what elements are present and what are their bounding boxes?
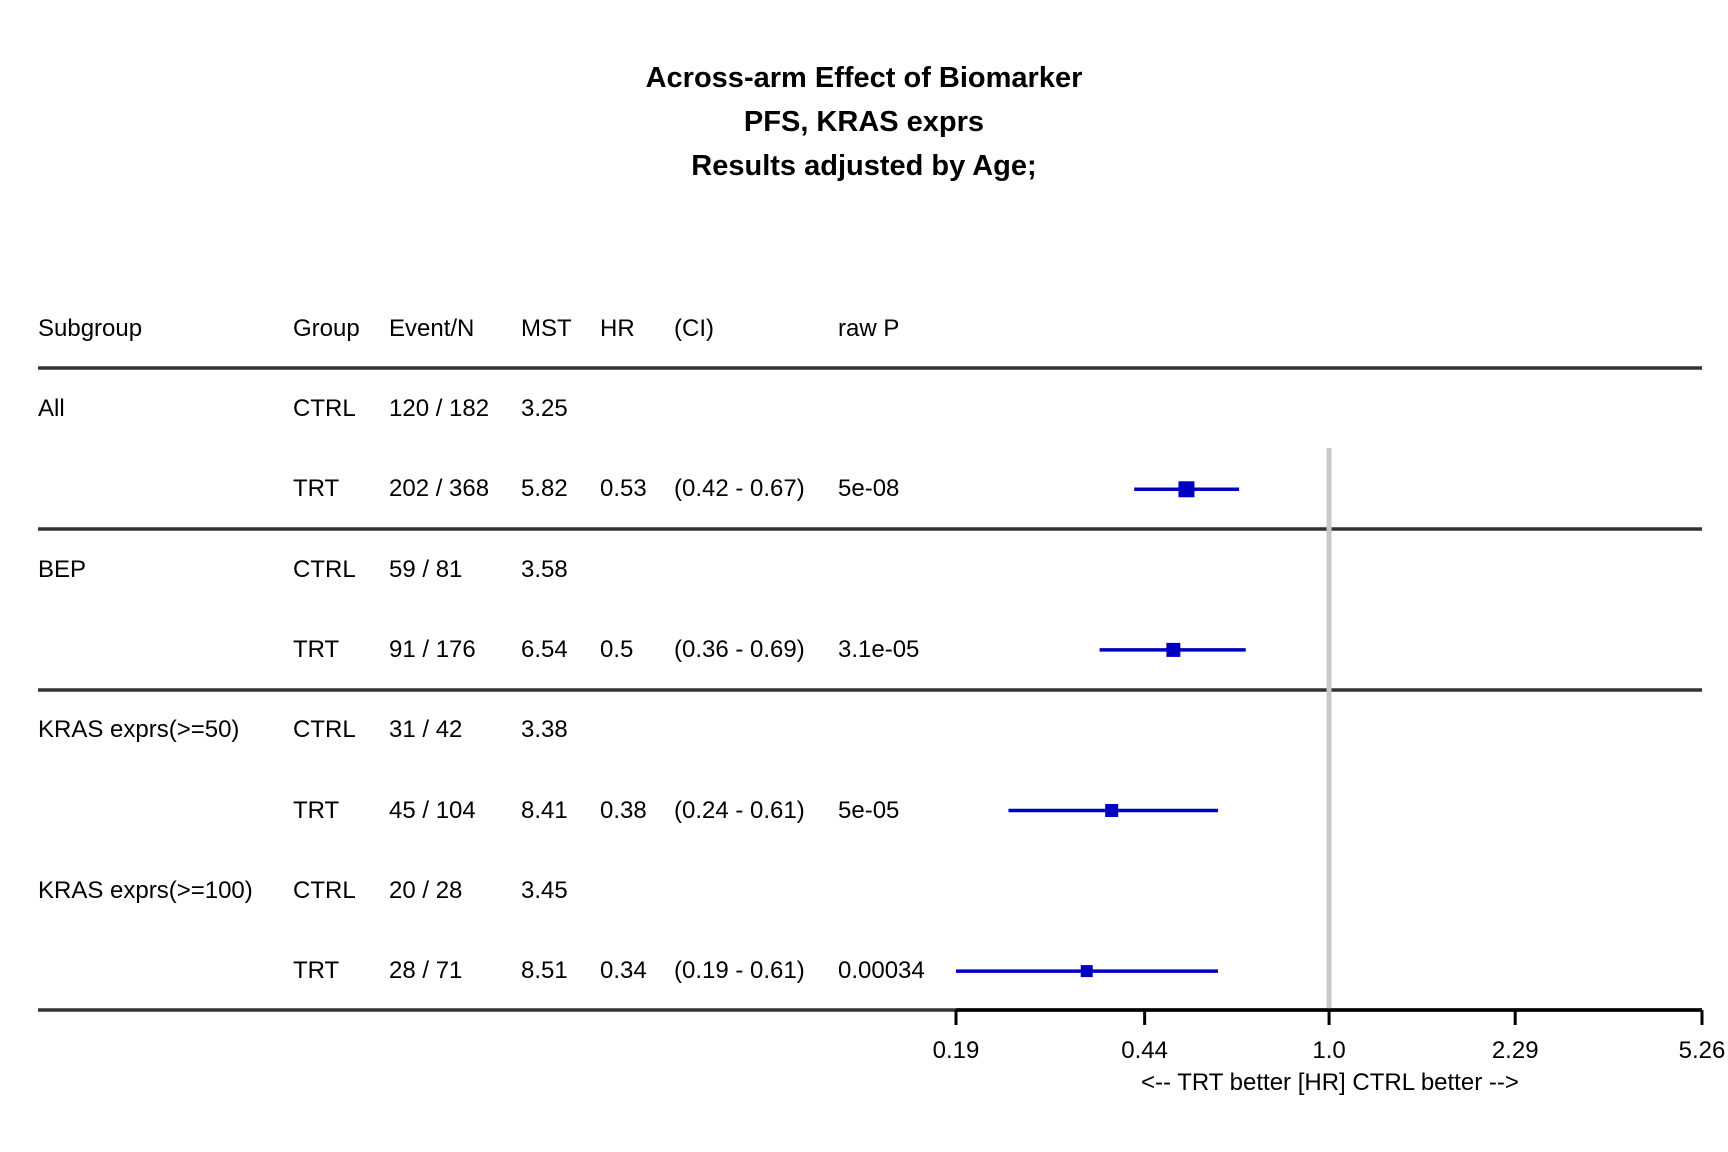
x-tick-label: 1.0: [1312, 1037, 1345, 1064]
cell-ci: (0.19 - 0.61): [674, 957, 805, 985]
cell-mst: 3.25: [521, 395, 568, 422]
cell-mst: 6.54: [521, 635, 568, 663]
cell-hr: 0.53: [600, 475, 647, 503]
header-ci: (CI): [674, 315, 714, 342]
cell-hr: 0.34: [600, 957, 647, 985]
cell-event-n: 20 / 28: [389, 876, 463, 904]
cell-mst: 8.41: [521, 796, 568, 824]
cell-raw-p: 0.00034: [838, 957, 925, 985]
cell-ci: (0.24 - 0.61): [674, 796, 805, 824]
cell-ci: (0.36 - 0.69): [674, 635, 805, 663]
header-raw-p: raw P: [838, 315, 900, 342]
cell-subgroup: KRAS exprs(>=50): [38, 716, 240, 744]
cell-mst: 3.45: [521, 876, 568, 904]
x-tick-label: 2.29: [1492, 1037, 1539, 1064]
header-hr: HR: [600, 315, 635, 342]
x-axis-label: <-- TRT better [HR] CTRL better -->: [1141, 1069, 1519, 1096]
cell-subgroup: BEP: [38, 555, 87, 583]
cell-event-n: 91 / 176: [389, 635, 476, 663]
hr-point: [1080, 965, 1093, 978]
cell-hr: 0.38: [600, 796, 647, 824]
cell-event-n: 28 / 71: [389, 957, 463, 985]
chart-title-line3: Results adjusted by Age;: [691, 150, 1037, 182]
header-event-n: Event/N: [389, 315, 475, 342]
cell-mst: 3.38: [521, 716, 568, 744]
cell-event-n: 59 / 81: [389, 555, 463, 583]
cell-event-n: 120 / 182: [389, 395, 490, 422]
cell-ci: (0.42 - 0.67): [674, 475, 805, 503]
hr-point: [1105, 804, 1119, 817]
cell-group: TRT: [293, 635, 340, 663]
cell-group: TRT: [293, 957, 340, 985]
cell-subgroup: All: [38, 395, 65, 422]
cell-event-n: 31 / 42: [389, 716, 463, 744]
cell-raw-p: 5e-08: [838, 475, 900, 503]
cell-group: TRT: [293, 475, 340, 503]
cell-group: CTRL: [293, 876, 356, 904]
x-tick-label: 0.19: [933, 1037, 980, 1064]
hr-point: [1166, 642, 1181, 657]
cell-mst: 3.58: [521, 555, 568, 583]
chart-title-line1: Across-arm Effect of Biomarker: [645, 62, 1083, 94]
cell-group: TRT: [293, 796, 340, 824]
cell-group: CTRL: [293, 395, 356, 422]
x-tick-label: 5.26: [1679, 1037, 1726, 1064]
cell-group: CTRL: [293, 716, 356, 744]
cell-event-n: 45 / 104: [389, 796, 476, 824]
cell-subgroup: KRAS exprs(>=100): [38, 876, 253, 904]
header-group: Group: [293, 315, 360, 342]
cell-raw-p: 5e-05: [838, 796, 900, 824]
chart-title-line2: PFS, KRAS exprs: [743, 106, 985, 138]
cell-group: CTRL: [293, 555, 356, 583]
x-tick-label: 0.44: [1121, 1037, 1168, 1064]
header-mst: MST: [521, 315, 572, 342]
cell-hr: 0.5: [600, 635, 634, 663]
cell-mst: 8.51: [521, 957, 568, 985]
cell-event-n: 202 / 368: [389, 475, 490, 503]
hr-point: [1178, 481, 1195, 498]
cell-mst: 5.82: [521, 475, 568, 503]
cell-raw-p: 3.1e-05: [838, 635, 920, 663]
header-subgroup: Subgroup: [38, 315, 143, 342]
